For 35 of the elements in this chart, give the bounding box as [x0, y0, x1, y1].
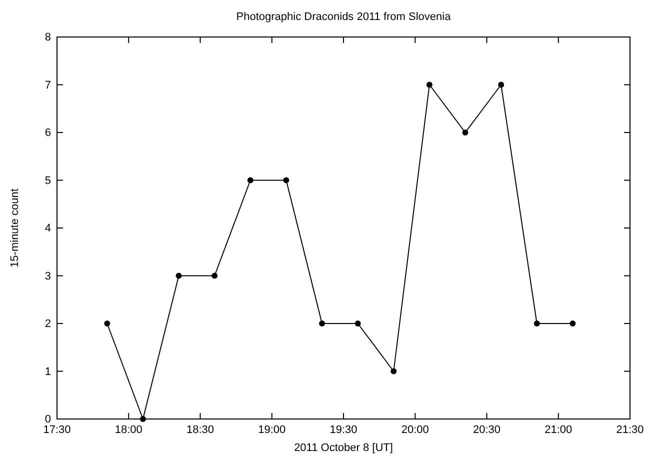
chart-title: Photographic Draconids 2011 from Slovenia [236, 11, 452, 23]
point [212, 272, 218, 279]
x-tick-label: 19:30 [330, 424, 358, 436]
point [498, 82, 504, 88]
point [354, 320, 361, 326]
x-tick-label: 20:00 [401, 424, 429, 436]
point [426, 82, 432, 88]
x-tick-label: 17:30 [43, 424, 71, 436]
point [462, 130, 468, 136]
y-axis-title: 15-minute count [9, 188, 21, 268]
x-tick-label: 21:00 [544, 424, 572, 436]
point [570, 320, 576, 326]
point [104, 320, 110, 326]
x-tick-label: 20:30 [472, 424, 501, 436]
point [140, 416, 146, 422]
x-axis-title: 2011 October 8 [UT] [294, 442, 393, 454]
point [390, 368, 397, 374]
x-tick-label: 18:30 [186, 424, 214, 436]
y-tick-label: 1 [44, 366, 51, 378]
y-tick-label: 5 [44, 174, 51, 187]
point [319, 320, 325, 326]
point [247, 177, 254, 184]
y-tick-label: 4 [44, 222, 51, 235]
point [283, 177, 290, 184]
x-tick-label: 18:00 [114, 424, 142, 436]
y-tick-label: 2 [44, 318, 51, 330]
y-tick-label: 3 [44, 270, 51, 282]
point [176, 272, 182, 279]
x-tick-label: 19:00 [258, 424, 286, 436]
y-tick-label: 8 [44, 32, 51, 44]
x-tick-label: 21:30 [616, 424, 644, 436]
y-tick-label: 0 [44, 414, 51, 426]
y-tick-label: 7 [44, 79, 51, 92]
y-tick-label: 6 [44, 127, 51, 140]
point [534, 320, 540, 326]
